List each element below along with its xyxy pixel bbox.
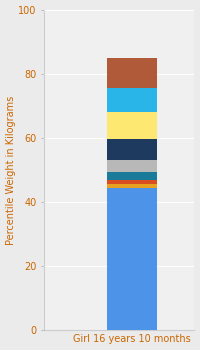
Bar — [107, 184, 157, 188]
Bar — [107, 172, 157, 180]
Bar — [107, 139, 157, 160]
Bar — [107, 160, 157, 172]
Bar — [107, 88, 157, 112]
Bar — [107, 58, 157, 88]
Bar — [107, 188, 157, 330]
Y-axis label: Percentile Weight in Kilograms: Percentile Weight in Kilograms — [6, 95, 16, 245]
Bar — [107, 180, 157, 184]
Bar — [107, 112, 157, 139]
